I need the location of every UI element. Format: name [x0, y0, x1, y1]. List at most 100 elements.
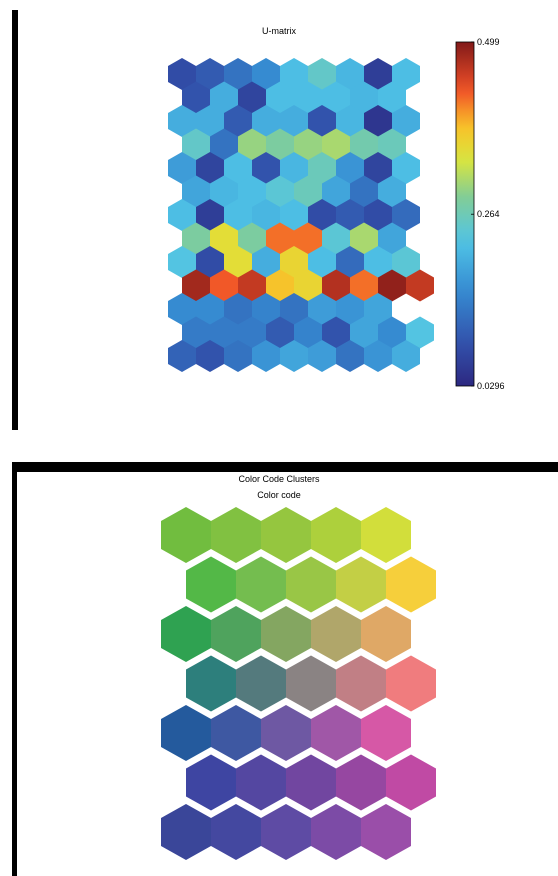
hex-cell: [280, 293, 308, 325]
hex-cell: [294, 81, 322, 114]
hex-cell: [266, 175, 294, 208]
hex-cell: [168, 58, 196, 90]
hex-cell: [236, 556, 286, 613]
hex-cell: [350, 316, 378, 349]
hex-cell: [238, 175, 266, 208]
hex-cell: [168, 152, 196, 184]
hex-cell: [186, 556, 236, 613]
hex-cell: [280, 58, 308, 90]
hex-cell: [308, 293, 336, 325]
hex-cell: [392, 152, 420, 184]
hex-cell: [406, 316, 434, 349]
hex-cell: [294, 128, 322, 161]
hex-cell: [311, 606, 361, 662]
hex-cell: [168, 246, 196, 278]
hex-cell: [308, 58, 336, 90]
color-code-chart: [161, 507, 436, 860]
hex-cell: [364, 340, 392, 372]
hex-cell: [252, 152, 280, 184]
hex-cell: [196, 340, 224, 372]
hex-cell: [238, 316, 266, 349]
hex-cell: [252, 246, 280, 278]
hex-cell: [161, 804, 211, 860]
hex-cell: [392, 246, 420, 278]
hex-cell: [322, 316, 350, 349]
hex-cell: [252, 199, 280, 231]
hex-cell: [311, 507, 361, 563]
hex-cell: [386, 754, 436, 811]
hex-cell: [210, 81, 238, 114]
hex-cell: [378, 316, 406, 349]
chart-title: Color Code Clusters: [238, 474, 320, 484]
hex-cell: [238, 269, 266, 302]
hex-cell: [322, 222, 350, 255]
hex-cell: [210, 316, 238, 349]
hex-cell: [361, 705, 411, 761]
hex-cell: [210, 222, 238, 255]
hex-cell: [168, 199, 196, 231]
hex-cell: [224, 58, 252, 90]
hex-cell: [211, 804, 261, 860]
hex-cell: [266, 128, 294, 161]
hex-cell: [252, 105, 280, 137]
hex-cell: [261, 507, 311, 563]
hex-cell: [311, 804, 361, 860]
hex-cell: [308, 105, 336, 137]
hex-cell: [392, 340, 420, 372]
hex-cell: [161, 705, 211, 761]
colorbar-tick-label: 0.264: [477, 209, 500, 219]
hex-cell: [266, 222, 294, 255]
hex-cell: [364, 199, 392, 231]
hex-cell: [261, 804, 311, 860]
hex-cell: [280, 152, 308, 184]
hex-cell: [378, 175, 406, 208]
hex-cell: [336, 199, 364, 231]
hex-cell: [322, 269, 350, 302]
hex-cell: [280, 105, 308, 137]
hex-cell: [336, 293, 364, 325]
hex-cell: [364, 105, 392, 137]
u-matrix-panel: U-matrix 0.499 0.264 0.0296: [12, 10, 505, 430]
hex-cell: [294, 222, 322, 255]
hex-cell: [182, 269, 210, 302]
hex-cell: [308, 340, 336, 372]
hex-cell: [361, 507, 411, 563]
hex-cell: [364, 293, 392, 325]
hex-cell: [364, 246, 392, 278]
hex-cell: [336, 246, 364, 278]
hex-cell: [336, 655, 386, 712]
hex-cell: [308, 246, 336, 278]
hex-cell: [186, 655, 236, 712]
hex-cell: [224, 152, 252, 184]
hex-cell: [350, 269, 378, 302]
hex-cell: [294, 175, 322, 208]
hex-cell: [196, 246, 224, 278]
hex-cell: [224, 199, 252, 231]
hex-cell: [182, 175, 210, 208]
panel-border-left: [12, 10, 18, 430]
hex-cell: [261, 705, 311, 761]
hex-cell: [224, 246, 252, 278]
color-code-panel: Color Code Clusters Color code: [0, 462, 558, 876]
hex-cell: [280, 246, 308, 278]
hex-cell: [211, 705, 261, 761]
hex-cell: [266, 269, 294, 302]
hex-cell: [182, 128, 210, 161]
hex-cell: [186, 754, 236, 811]
hex-cell: [386, 655, 436, 712]
hex-cell: [378, 269, 406, 302]
hex-cell: [168, 105, 196, 137]
hex-cell: [406, 269, 434, 302]
hex-cell: [182, 316, 210, 349]
hex-cell: [336, 754, 386, 811]
hex-cell: [224, 340, 252, 372]
hex-cell: [294, 269, 322, 302]
hex-cell: [168, 340, 196, 372]
colorbar-tick-label: 0.0296: [477, 381, 505, 391]
hex-cell: [238, 81, 266, 114]
hex-cell: [378, 222, 406, 255]
hex-cell: [350, 81, 378, 114]
hex-cell: [378, 128, 406, 161]
hex-cell: [196, 199, 224, 231]
u-matrix-chart: 0.499 0.264 0.0296: [168, 37, 505, 391]
